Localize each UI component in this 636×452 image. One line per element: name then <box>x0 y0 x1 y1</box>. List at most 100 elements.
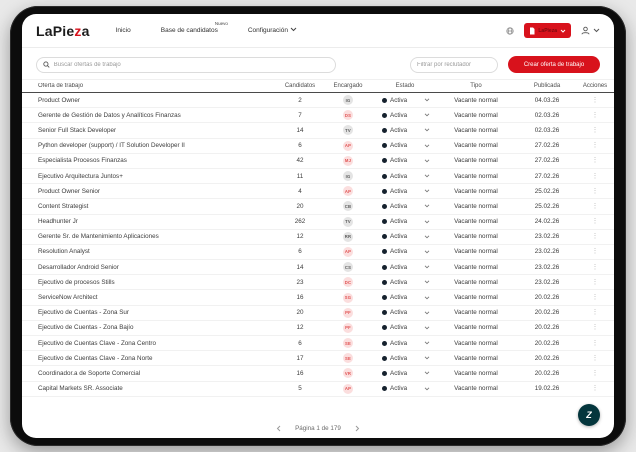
recruiter-filter-box <box>410 56 498 73</box>
row-actions-icon[interactable]: ⋮ <box>591 111 599 119</box>
status-label: Activa <box>390 187 408 195</box>
row-actions-icon[interactable]: ⋮ <box>591 354 599 362</box>
table-row[interactable]: Capital Markets SR. Associate 5 AP Activ… <box>22 382 614 397</box>
table-row[interactable]: Ejecutivo de Cuentas Clave - Zona Centro… <box>22 336 614 352</box>
table-row[interactable]: Python developer (support) / IT Solution… <box>22 139 614 154</box>
table-row[interactable]: Gerente de Gestión de Datos y Analíticos… <box>22 108 614 124</box>
row-actions-icon[interactable]: ⋮ <box>591 385 599 393</box>
status-dot-icon <box>382 234 387 240</box>
job-title: Ejecutivo de Cuentas Clave - Zona Norte <box>38 354 153 362</box>
status-dropdown[interactable]: Activa <box>376 173 434 180</box>
status-dropdown[interactable]: Activa <box>376 97 434 104</box>
manager-avatar: IG <box>343 95 353 106</box>
table-row[interactable]: Gerente Sr. de Mantenimiento Aplicacione… <box>22 230 614 245</box>
row-actions-icon[interactable]: ⋮ <box>591 157 599 165</box>
recruiter-filter-input[interactable] <box>417 61 491 68</box>
row-actions-icon[interactable]: ⋮ <box>591 187 599 195</box>
status-dropdown[interactable]: Activa <box>376 248 434 255</box>
status-dropdown[interactable]: Activa <box>376 203 434 210</box>
row-actions-icon[interactable]: ⋮ <box>591 369 599 377</box>
row-actions-icon[interactable]: ⋮ <box>591 202 599 210</box>
table-row[interactable]: Especialista Procesos Finanzas 42 MJ Act… <box>22 154 614 169</box>
table-row[interactable]: Content Strategist 20 CB Activa Vacante … <box>22 199 614 215</box>
table-row[interactable]: Senior Full Stack Developer 14 TV Activa… <box>22 123 614 139</box>
manager-avatar: VR <box>343 368 353 379</box>
nuevo-badge: Nuevo <box>214 21 228 26</box>
nav-item-base-de-candidatos[interactable]: Base de candidatos Nuevo <box>161 21 228 34</box>
status-dropdown[interactable]: Activa <box>376 279 434 286</box>
table-row[interactable]: Headhunter Jr 262 TV Activa Vacante norm… <box>22 215 614 230</box>
status-dropdown[interactable]: Activa <box>376 112 434 119</box>
candidates-count: 14 <box>296 126 304 134</box>
language-icon[interactable] <box>506 26 514 35</box>
chat-widget-button[interactable]: Z <box>578 404 600 426</box>
status-dropdown[interactable]: Activa <box>376 188 434 195</box>
row-actions-icon[interactable]: ⋮ <box>591 263 599 271</box>
status-label: Activa <box>390 354 408 362</box>
row-actions-icon[interactable]: ⋮ <box>591 233 599 241</box>
status-dropdown[interactable]: Activa <box>376 294 434 301</box>
table-row[interactable]: Ejecutivo de Cuentas - Zona Bajío 12 PF … <box>22 321 614 336</box>
job-title: Ejecutivo de Cuentas - Zona Sur <box>38 309 130 317</box>
vacancy-type: Vacante normal <box>454 278 498 286</box>
status-dropdown[interactable]: Activa <box>376 309 434 316</box>
status-dropdown[interactable]: Activa <box>376 385 434 392</box>
candidates-count: 5 <box>298 385 302 393</box>
status-dropdown[interactable]: Activa <box>376 370 434 377</box>
row-actions-icon[interactable]: ⋮ <box>591 218 599 226</box>
row-actions-icon[interactable]: ⋮ <box>591 324 599 332</box>
search-input[interactable] <box>53 61 329 68</box>
job-title: Gerente de Gestión de Datos y Analíticos… <box>38 111 181 119</box>
row-actions-icon[interactable]: ⋮ <box>591 126 599 134</box>
row-actions-icon[interactable]: ⋮ <box>591 294 599 302</box>
table-row[interactable]: Desarrollador Android Senior 14 CS Activ… <box>22 260 614 276</box>
row-actions-icon[interactable]: ⋮ <box>591 339 599 347</box>
manager-avatar: AP <box>343 383 353 394</box>
table-row[interactable]: Coordinador.a de Soporte Comercial 16 VR… <box>22 366 614 382</box>
published-date: 20.02.26 <box>534 294 560 302</box>
table-row[interactable]: Ejecutivo Arquitectura Juntos+ 11 IG Act… <box>22 169 614 185</box>
table-row[interactable]: Resolution Analyst 6 AP Activa Vacante n… <box>22 245 614 261</box>
nav-item-configuracion[interactable]: Configuración <box>248 27 297 34</box>
status-dropdown[interactable]: Activa <box>376 340 434 347</box>
status-dropdown[interactable]: Activa <box>376 218 434 225</box>
next-page-icon[interactable] <box>355 425 360 432</box>
status-label: Activa <box>390 157 408 165</box>
nav-item-inicio[interactable]: Inicio <box>115 27 131 34</box>
published-date: 27.02.26 <box>534 157 560 165</box>
row-actions-icon[interactable]: ⋮ <box>591 248 599 256</box>
status-dropdown[interactable]: Activa <box>376 157 434 164</box>
table-row[interactable]: Ejecutivo de Cuentas Clave - Zona Norte … <box>22 351 614 367</box>
status-dropdown[interactable]: Activa <box>376 142 434 149</box>
create-job-offer-button[interactable]: Crear oferta de trabajo <box>508 56 600 73</box>
row-actions-icon[interactable]: ⋮ <box>591 278 599 286</box>
manager-avatar: PF <box>343 307 353 318</box>
previous-page-icon[interactable] <box>276 425 281 432</box>
row-actions-icon[interactable]: ⋮ <box>591 309 599 317</box>
table-row[interactable]: Product Owner Senior 4 AP Activa Vacante… <box>22 184 614 200</box>
document-icon <box>530 27 535 34</box>
candidates-count: 16 <box>296 369 304 377</box>
table-row[interactable]: Ejecutivo de Cuentas - Zona Sur 20 PF Ac… <box>22 306 614 321</box>
chevron-down-icon <box>424 144 430 148</box>
table-row[interactable]: Ejecutivo de procesos Stills 23 DC Activ… <box>22 275 614 291</box>
row-actions-icon[interactable]: ⋮ <box>591 96 599 104</box>
table-row[interactable]: ServiceNow Architect 16 SG Activa Vacant… <box>22 290 614 306</box>
status-dropdown[interactable]: Activa <box>376 233 434 240</box>
status-dropdown[interactable]: Activa <box>376 324 434 331</box>
header-acciones: Acciones <box>582 83 608 89</box>
status-dropdown[interactable]: Activa <box>376 264 434 271</box>
user-menu[interactable] <box>581 26 600 35</box>
user-icon <box>581 26 590 35</box>
vacancy-type: Vacante normal <box>454 142 498 150</box>
workspace-selector[interactable]: LaPieza <box>524 23 571 38</box>
table-row[interactable]: Product Owner 2 IG Activa Vacante normal… <box>22 93 614 109</box>
status-dropdown[interactable]: Activa <box>376 127 434 134</box>
candidates-count: 17 <box>296 354 304 362</box>
status-dot-icon <box>382 249 387 255</box>
row-actions-icon[interactable]: ⋮ <box>591 142 599 150</box>
row-actions-icon[interactable]: ⋮ <box>591 172 599 180</box>
status-label: Activa <box>390 111 408 119</box>
brand-logo[interactable]: LaPieza <box>36 23 90 39</box>
status-dropdown[interactable]: Activa <box>376 355 434 362</box>
